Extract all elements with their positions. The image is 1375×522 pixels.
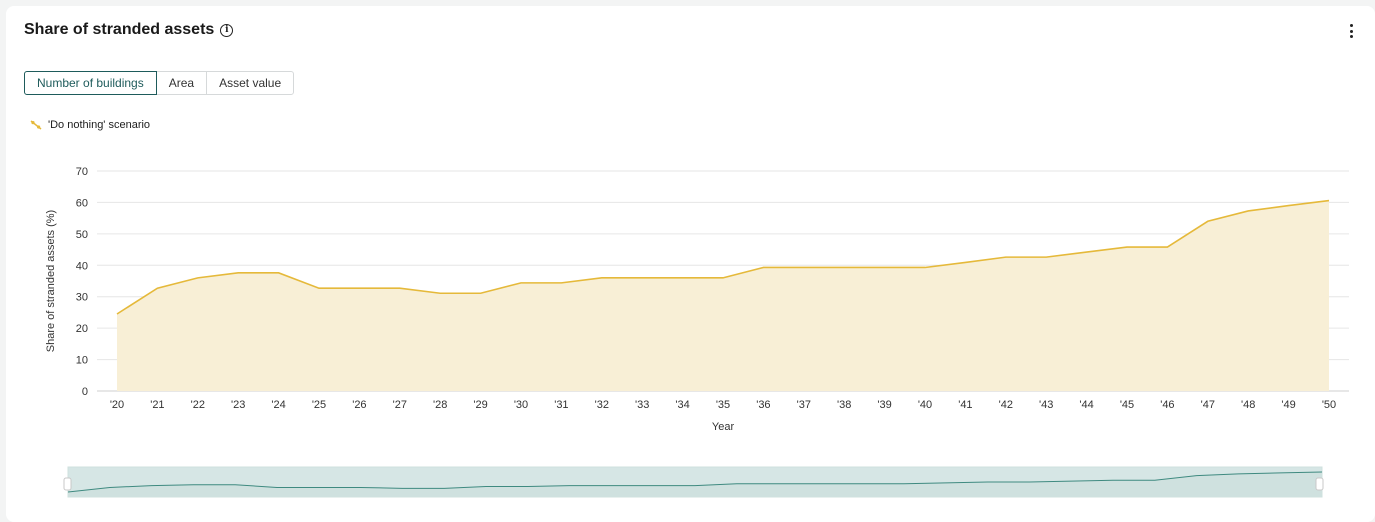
y-tick-label: 20 bbox=[76, 323, 88, 335]
x-tick-label: '29 bbox=[473, 399, 487, 411]
x-tick-label: '39 bbox=[877, 399, 891, 411]
y-tick-label: 0 bbox=[82, 386, 88, 398]
x-tick-label: '42 bbox=[999, 399, 1013, 411]
x-tick-label: '25 bbox=[312, 399, 326, 411]
x-axis-title: Year bbox=[712, 421, 735, 433]
legend-item[interactable]: 'Do nothing' scenario bbox=[30, 119, 150, 131]
tab-asset-value[interactable]: Asset value bbox=[206, 71, 295, 95]
x-tick-label: '37 bbox=[797, 399, 811, 411]
series-line[interactable] bbox=[116, 199, 1330, 315]
x-tick-label: '41 bbox=[958, 399, 972, 411]
x-tick-label: '44 bbox=[1079, 399, 1093, 411]
x-tick-label: '24 bbox=[271, 399, 285, 411]
info-icon[interactable]: i bbox=[220, 23, 234, 37]
navigator-series-area bbox=[68, 472, 1322, 497]
chart-title-row: Share of stranded assets i bbox=[24, 21, 234, 39]
y-tick-label: 10 bbox=[76, 355, 88, 367]
x-tick-label: '22 bbox=[191, 399, 205, 411]
x-tick-label: '46 bbox=[1160, 399, 1174, 411]
tab-number-of-buildings[interactable]: Number of buildings bbox=[24, 71, 157, 95]
x-tick-label: '36 bbox=[756, 399, 770, 411]
x-tick-label: '32 bbox=[595, 399, 609, 411]
y-tick-label: 30 bbox=[76, 292, 88, 304]
x-tick-label: '21 bbox=[150, 399, 164, 411]
navigator-series-line bbox=[67, 471, 1323, 493]
y-tick-label: 70 bbox=[76, 166, 88, 178]
x-tick-label: '50 bbox=[1322, 399, 1336, 411]
x-axis-ticks: '20 '21 '22 '23 '24 '25 '26 '27 '28 '29 '30 '31 '32 '… bbox=[110, 399, 1336, 411]
navigator[interactable] bbox=[63, 466, 1324, 498]
line-series-icon bbox=[30, 120, 42, 130]
x-tick-label: '45 bbox=[1120, 399, 1134, 411]
x-tick-label: '23 bbox=[231, 399, 245, 411]
y-tick-label: 40 bbox=[76, 260, 88, 272]
y-axis-title: Share of stranded assets (%) bbox=[45, 210, 57, 352]
navigator-handle-left[interactable] bbox=[63, 477, 72, 491]
x-tick-label: '26 bbox=[352, 399, 366, 411]
legend-label: 'Do nothing' scenario bbox=[48, 119, 151, 131]
chart-title: Share of stranded assets bbox=[24, 21, 215, 38]
x-tick-label: '47 bbox=[1201, 399, 1215, 411]
x-tick-label: '43 bbox=[1039, 399, 1053, 411]
navigator-handle-right[interactable] bbox=[1315, 477, 1324, 491]
x-tick-label: '30 bbox=[514, 399, 528, 411]
x-tick-label: '31 bbox=[554, 399, 568, 411]
x-tick-label: '28 bbox=[433, 399, 447, 411]
x-tick-label: '27 bbox=[393, 399, 407, 411]
x-tick-label: '40 bbox=[918, 399, 932, 411]
x-tick-label: '33 bbox=[635, 399, 649, 411]
x-tick-label: '49 bbox=[1281, 399, 1295, 411]
metric-tabs: Number of buildings Area Asset value bbox=[24, 71, 295, 95]
series-area bbox=[117, 200, 1329, 391]
x-tick-label: '35 bbox=[716, 399, 730, 411]
kebab-menu-icon[interactable] bbox=[1348, 24, 1354, 38]
x-tick-label: '48 bbox=[1241, 399, 1255, 411]
y-axis-ticks: 0 10 20 30 40 50 60 70 bbox=[76, 166, 88, 398]
x-tick-label: '34 bbox=[675, 399, 689, 411]
x-tick-label: '20 bbox=[110, 399, 124, 411]
y-tick-label: 50 bbox=[76, 229, 88, 241]
x-tick-label: '38 bbox=[837, 399, 851, 411]
y-tick-label: 60 bbox=[76, 197, 88, 209]
